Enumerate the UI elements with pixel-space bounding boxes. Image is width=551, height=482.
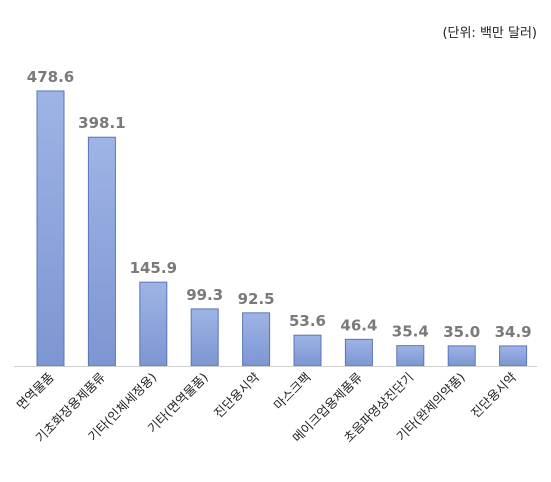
data-label-8: 35.4	[392, 323, 429, 341]
x-tick-label-1: 면역물품	[13, 370, 56, 413]
x-tick-label-10: 진단용시약	[468, 369, 520, 421]
bar-10	[499, 345, 528, 367]
data-label-10: 34.9	[495, 323, 532, 341]
x-tick-label-6: 마스크팩	[270, 370, 313, 413]
data-label-4: 99.3	[186, 286, 223, 304]
bar-5	[242, 312, 271, 367]
data-label-1: 478.6	[27, 68, 74, 86]
bar-2	[87, 136, 116, 367]
bar-4	[190, 308, 219, 367]
unit-note: (단위: 백만 달러)	[442, 26, 537, 41]
data-label-3: 145.9	[130, 259, 177, 277]
bar-1	[36, 90, 65, 367]
data-label-9: 35.0	[443, 323, 480, 341]
data-label-5: 92.5	[238, 290, 275, 308]
data-label-6: 53.6	[289, 312, 326, 330]
x-tick-label-5: 진단용시약	[211, 369, 263, 421]
bar-3	[139, 281, 168, 367]
bar-9	[447, 345, 476, 367]
data-label-2: 398.1	[78, 114, 125, 132]
data-label-7: 46.4	[340, 316, 377, 334]
bar-7	[344, 338, 373, 367]
bar-6	[293, 334, 322, 367]
bar-8	[396, 345, 425, 367]
